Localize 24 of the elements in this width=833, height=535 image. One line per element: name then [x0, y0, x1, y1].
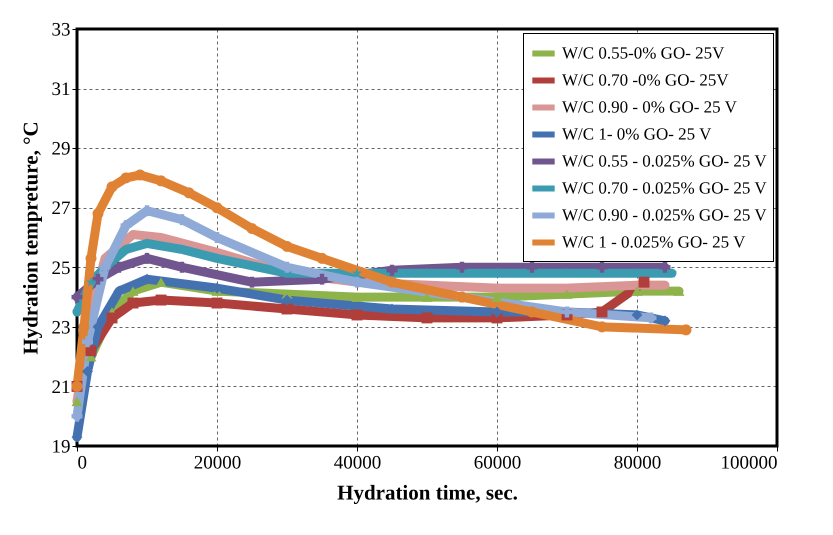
x-tick-label: 80000	[614, 452, 662, 474]
y-tick-label: 21	[52, 376, 70, 398]
x-tick-label: 40000	[334, 452, 382, 474]
legend-label: W/C 1 - 0.025% GO- 25 V	[562, 232, 746, 252]
x-tick-label: 100000	[720, 452, 778, 474]
y-axis-title: Hydration tempreture, °C	[18, 121, 42, 355]
legend-label: W/C 0.90 - 0.025% GO- 25 V	[562, 206, 768, 224]
legend-label: W/C 0.70 -0% GO- 25V	[562, 70, 730, 90]
x-tick-label: 20000	[194, 452, 242, 474]
legend-label: W/C 0.70 - 0.025% GO- 25 V	[562, 178, 768, 198]
y-tick-label: 33	[52, 20, 70, 40]
legend-label: W/C 0.55 - 0.025% GO- 25 V	[562, 152, 768, 170]
legend-label: W/C 0.90 - 0% GO- 25 V	[562, 98, 738, 116]
y-tick-label: 27	[52, 198, 70, 220]
x-tick-label: 60000	[474, 452, 522, 474]
y-tick-label: 19	[52, 436, 70, 458]
legend-label: W/C 0.55-0% GO- 25V	[562, 44, 726, 62]
y-tick-label: 25	[52, 258, 70, 279]
x-axis-title: Hydration time, sec.	[337, 480, 518, 504]
y-tick-label: 29	[52, 138, 70, 160]
y-tick-label: 31	[52, 79, 70, 100]
x-tick-label: 0	[78, 452, 87, 474]
y-tick-label: 23	[52, 317, 70, 338]
legend-label: W/C 1- 0% GO- 25 V	[562, 124, 712, 144]
